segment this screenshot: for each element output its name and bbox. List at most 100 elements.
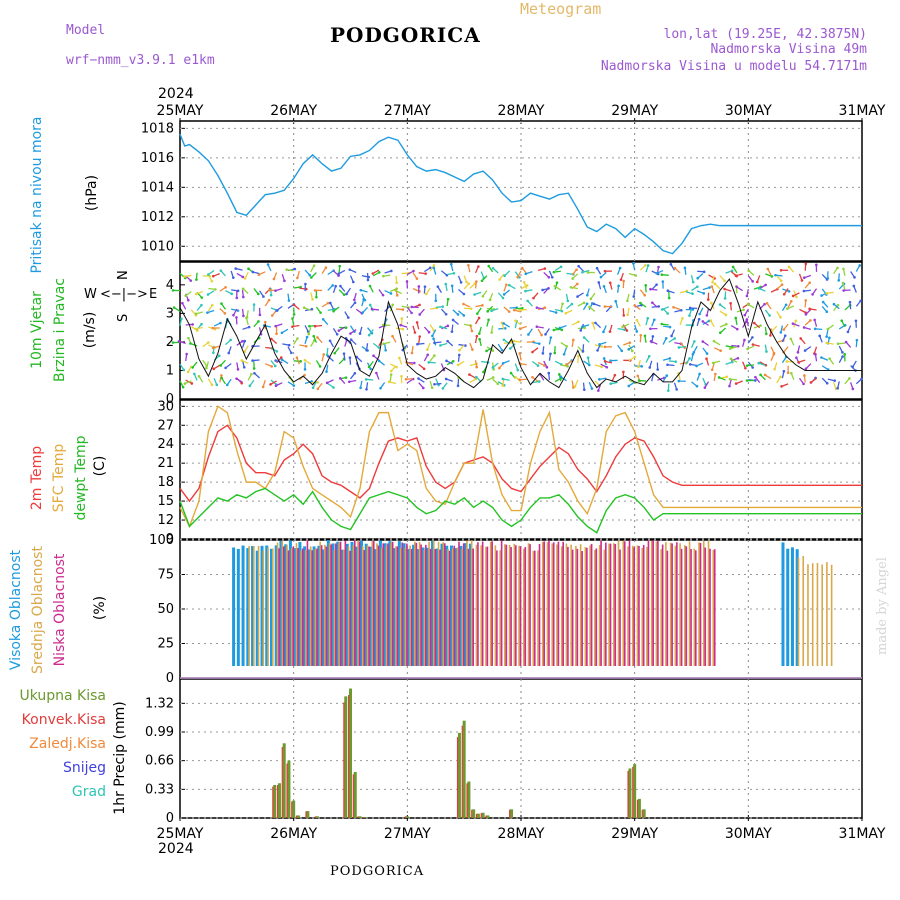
wind-arrow-head [525,284,529,287]
wind-arrow-head [660,322,664,326]
wind-arrow-head [410,305,414,309]
wind-arrow-head [232,276,235,279]
wind-arrow-head [422,367,426,371]
cloud-bar [467,548,470,666]
cloud-bar [443,543,446,666]
wind-arrow-head [290,351,293,355]
wind-arrow-head [836,303,840,307]
precip-bar [462,720,466,818]
wind-arrow-head [212,367,216,371]
wind-arrow-head [312,334,316,338]
wind-unit: (m/s) [82,312,98,349]
cloud-bar [508,544,511,666]
wind-arrow-head [346,316,350,319]
wind-arrow-head [524,272,528,276]
cloud-bar [674,545,677,666]
temp-ytick-label: 21 [157,456,174,471]
cloud-bar [314,548,317,666]
wind-arrow-head [172,306,176,309]
cloud-bar [288,540,292,666]
wind-arrow-head [786,307,789,310]
cloud-bar [802,555,805,666]
wind-arrow-head [853,276,856,279]
wind-arrow-head [705,314,709,317]
wind-arrow-head [696,276,700,280]
wind-arrow-head [319,311,322,314]
wind-arrow-head [368,284,372,288]
precip-legend-item: Zaledj.Kisa [29,736,106,752]
cloud-bar [609,543,612,666]
wind-arrow-head [675,388,678,391]
temp-ytick-label: 9 [166,532,174,547]
wind-arrow-head [250,372,253,376]
wind-arrow-head [415,321,419,324]
cloud-bar [377,545,380,666]
cloud-bar [350,541,354,666]
cloud-bar [679,543,681,666]
cloud-bar [260,545,264,666]
cloud-bar [702,540,705,666]
wind-arrow-head [808,307,811,311]
wind-arrow-head [545,365,549,369]
wind-arrow-head [691,292,694,295]
cloud-bar [421,547,425,666]
wind-arrow-head [751,366,754,369]
wind-arrow-head [450,284,454,288]
wind-arrow-head [639,333,643,337]
precip-conv-bar [272,786,274,818]
wind-arrow-head [465,280,468,284]
temp-panel-frame [179,399,863,540]
wind-arrow-head [632,262,635,265]
wind-arrow-head [705,357,708,361]
wind-arrow-head [859,299,862,303]
wind-arrow-head [514,375,517,379]
wind-arrow-head [432,263,436,267]
cloud-bar [401,542,403,666]
wind-ytick-label: 0 [166,392,174,407]
cloud-bar [499,550,501,666]
year-bottom-label: 2024 [158,841,194,857]
wind-arrow-head [304,344,308,348]
precip-ytick-label: 1.32 [145,696,174,711]
wind-arrow-head [609,382,613,385]
wind-arrow-head [779,331,783,334]
wind-arrow-head [598,378,601,381]
wind-arrow-head [370,307,374,311]
pressure-ytick-label: 1014 [141,180,174,195]
cloud-bar [807,564,809,666]
wind-arrow-head [826,276,830,280]
wind-arrow-head [854,319,858,323]
wind-arrow-head [229,338,232,342]
cloud-bar [297,548,299,666]
wind-arrow-head [711,361,715,365]
bottom-time-label: 26MAY [270,826,317,842]
wind-arrow-head [802,276,806,280]
data-layer [171,134,863,818]
wind-arrow-head [191,323,194,326]
cloud-bar [338,542,340,666]
wind-arrow-head [797,360,800,364]
cloud-bar [676,542,678,666]
wind-arrow-head [803,349,807,352]
wind-arrow-head [795,356,798,360]
wind-arrow-head [825,341,829,345]
wind-arrow-head [553,284,557,288]
wind-arrow-head [342,352,346,355]
precip-conv-bar [641,809,643,818]
cloud-bar [368,546,370,666]
cloud-bar [524,547,527,666]
wind-arrow-head [540,333,543,337]
wind-arrow-head [783,334,787,337]
wind-arrow-head [425,292,428,296]
wind-arrow-head [571,277,574,280]
precip-conv-bar [314,816,317,818]
wind-arrow-head [547,275,551,279]
model-label: Model [66,23,105,38]
cloud-bar [431,540,435,666]
cloud-bar [345,543,349,666]
wind-arrow-head [220,302,223,305]
cloud-bar [491,541,493,666]
cloud-bar [795,549,799,666]
wind-arrow-head [180,317,183,321]
wind-arrow-head [274,384,278,388]
